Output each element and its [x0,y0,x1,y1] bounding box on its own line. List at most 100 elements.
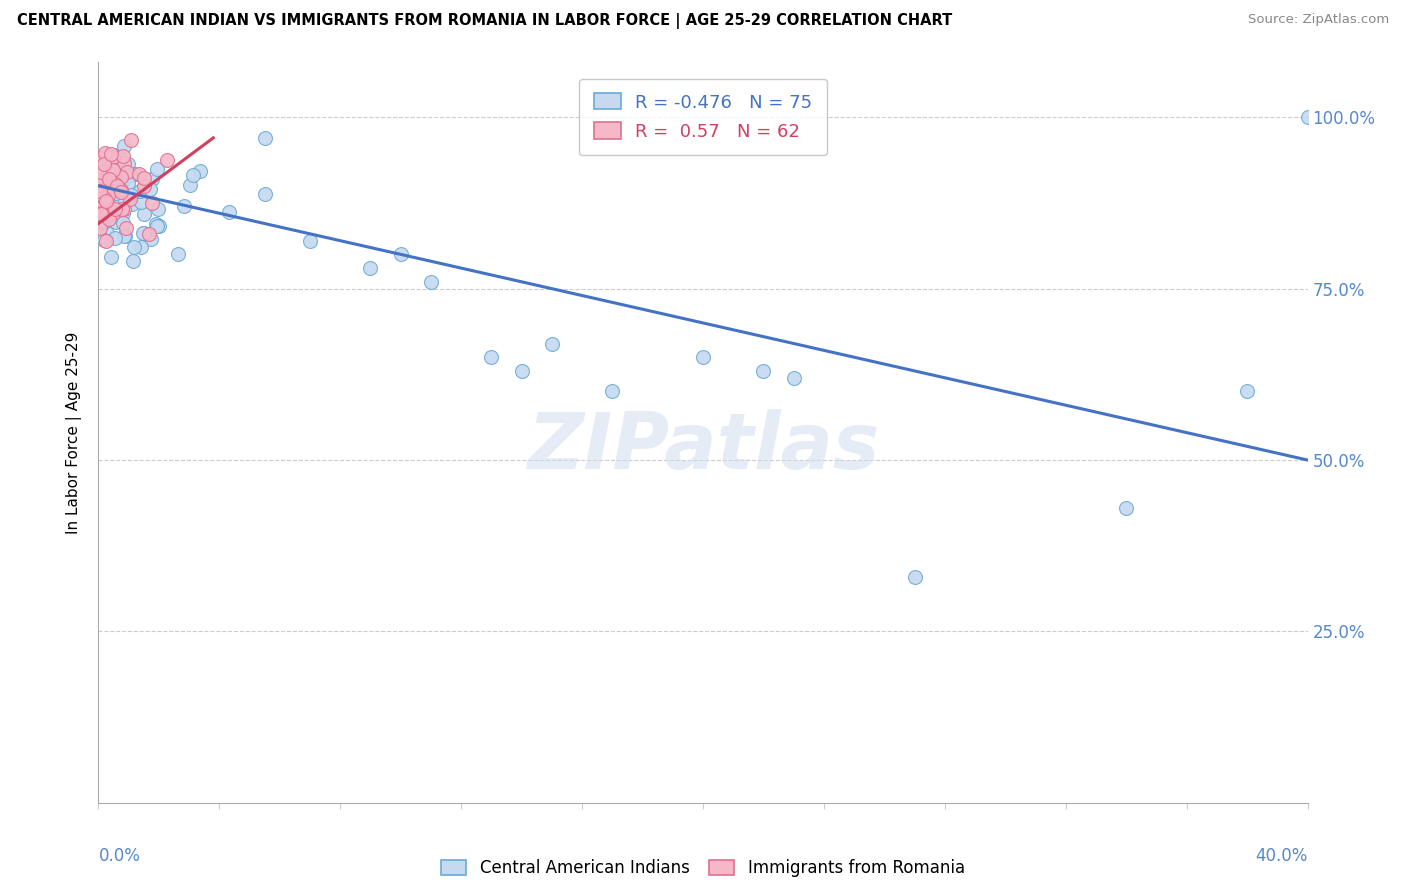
Point [94,146,117,161]
Point [91,216,114,230]
Point [173,199,195,213]
Point [104,161,127,176]
Point [139,232,162,246]
Point [253,187,276,202]
Point [783,371,806,385]
Point [120,188,142,202]
Point [138,227,160,241]
Point [94,192,117,206]
Point [146,219,169,233]
Y-axis label: In Labor Force | Age 25-29: In Labor Force | Age 25-29 [66,332,83,533]
Text: ZIPatlas: ZIPatlas [527,409,879,485]
Point [98,199,121,213]
Point [90,173,112,187]
Point [132,171,155,186]
Point [96,202,118,217]
Point [97,172,120,186]
Point [110,170,132,185]
Point [420,275,443,289]
Point [112,155,135,169]
Point [115,165,138,179]
Point [752,364,775,378]
Point [1236,384,1258,399]
Point [107,150,129,164]
Point [89,184,111,198]
Text: Source: ZipAtlas.com: Source: ZipAtlas.com [1249,13,1389,27]
Point [96,206,118,220]
Point [107,208,129,222]
Point [89,183,111,197]
Point [112,138,135,153]
Point [132,226,155,240]
Point [112,164,135,178]
Point [389,247,412,261]
Point [104,186,127,200]
Point [253,131,276,145]
Point [103,148,125,162]
Point [105,160,128,174]
Point [110,183,132,197]
Point [112,149,135,163]
Point [90,194,112,208]
Point [121,196,143,211]
Point [148,219,170,233]
Point [114,228,136,243]
Point [166,247,188,261]
Point [1115,501,1137,516]
Point [98,172,121,186]
Point [181,168,204,182]
Point [94,194,117,208]
Point [112,229,135,244]
Point [103,178,125,192]
Point [132,207,155,221]
Point [111,206,134,220]
Point [89,173,111,187]
Point [107,194,129,209]
Point [904,569,927,583]
Point [89,185,111,199]
Point [481,350,503,364]
Point [510,364,533,378]
Point [97,188,120,202]
Point [89,151,111,165]
Point [118,168,141,182]
Point [103,204,125,219]
Point [128,167,150,181]
Point [115,221,138,235]
Point [218,205,240,219]
Point [117,177,139,191]
Point [129,240,152,254]
Point [89,198,111,212]
Point [93,156,115,170]
Point [103,202,125,216]
Point [93,191,115,205]
Point [93,192,115,206]
Text: 0.0%: 0.0% [98,847,141,865]
Point [112,202,135,216]
Point [112,191,135,205]
Legend: R = -0.476   N = 75, R =  0.57   N = 62: R = -0.476 N = 75, R = 0.57 N = 62 [579,78,827,155]
Point [121,168,143,182]
Point [96,226,118,240]
Point [692,350,714,364]
Point [101,163,124,178]
Point [110,185,132,199]
Point [90,187,112,202]
Point [120,133,142,147]
Point [101,206,124,220]
Point [93,233,115,247]
Point [602,384,624,399]
Point [90,164,112,178]
Point [100,250,122,264]
Point [360,261,382,276]
Point [90,207,112,221]
Point [96,164,118,178]
Point [100,147,122,161]
Point [121,254,143,268]
Point [105,178,128,193]
Point [101,150,124,164]
Point [132,178,155,193]
Point [98,202,121,217]
Point [117,157,139,171]
Point [96,202,118,217]
